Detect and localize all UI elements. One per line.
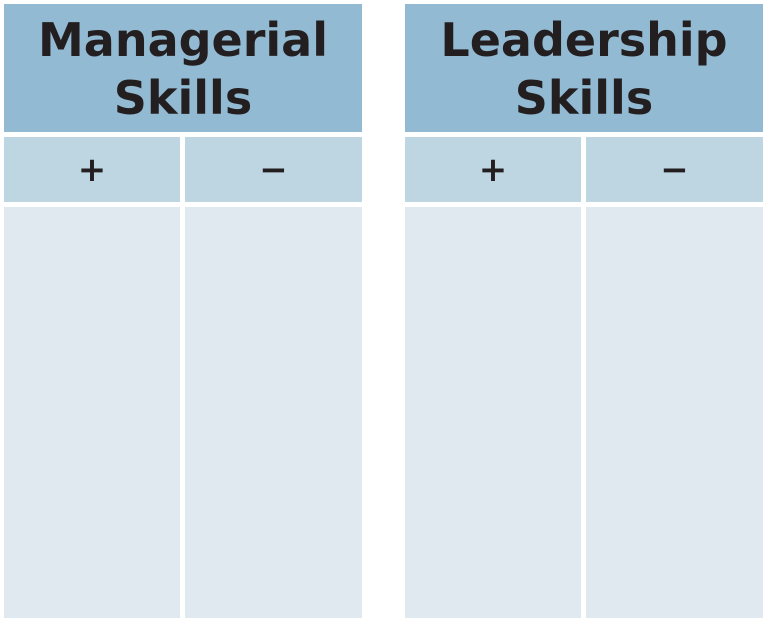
leadership-skills-table: Leadership Skills + −	[405, 4, 763, 618]
managerial-minus-cell	[185, 207, 362, 618]
managerial-skills-header: Managerial Skills	[4, 4, 362, 132]
leadership-skills-title: Leadership Skills	[405, 11, 763, 127]
leadership-title-line1: Leadership	[440, 13, 728, 67]
leadership-minus-header: −	[586, 137, 763, 202]
plus-sign-label: +	[478, 149, 508, 190]
plus-sign-label: +	[77, 149, 107, 190]
managerial-minus-header: −	[185, 137, 362, 202]
managerial-skills-table: Managerial Skills + −	[4, 4, 362, 618]
leadership-title-line2: Skills	[514, 71, 654, 125]
leadership-skills-header: Leadership Skills	[405, 4, 763, 132]
managerial-skills-title: Managerial Skills	[4, 11, 362, 127]
minus-sign-label: −	[660, 149, 689, 190]
leadership-minus-cell	[586, 207, 763, 618]
leadership-plus-cell	[405, 207, 581, 618]
managerial-plus-header: +	[4, 137, 180, 202]
managerial-plus-cell	[4, 207, 180, 618]
leadership-plus-header: +	[405, 137, 581, 202]
managerial-title-line1: Managerial	[38, 13, 328, 67]
managerial-title-line2: Skills	[113, 71, 253, 125]
minus-sign-label: −	[259, 149, 288, 190]
